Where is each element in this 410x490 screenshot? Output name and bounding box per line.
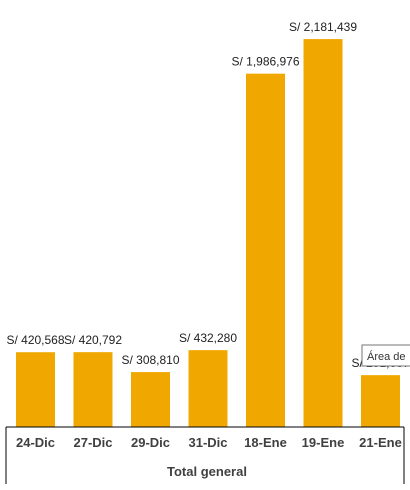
- x-tick-27-Dic[interactable]: 27-Dic: [73, 435, 112, 450]
- data-label-31-Dic: S/ 432,280: [179, 331, 237, 345]
- bar-19-Ene[interactable]: [303, 39, 343, 427]
- bars-layer: [16, 39, 400, 428]
- x-tick-24-Dic[interactable]: 24-Dic: [16, 435, 55, 450]
- data-label-27-Dic: S/ 420,792: [64, 333, 122, 347]
- x-tick-labels: 24-Dic 27-Dic 29-Dic 31-Dic 18-Ene 19-Ene 21-E…: [16, 435, 402, 450]
- bar-27-Dic[interactable]: [73, 352, 113, 427]
- tooltip-text: Área de: [367, 350, 406, 363]
- data-label-29-Dic: S/ 308,810: [121, 353, 179, 367]
- bar-18-Ene[interactable]: [246, 73, 285, 428]
- data-label-24-Dic: S/ 420,568: [6, 333, 64, 347]
- bar-29-Dic[interactable]: [131, 372, 170, 427]
- data-label-19-Ene: S/ 2,181,439: [289, 20, 357, 34]
- tooltip: Área de: [361, 344, 410, 367]
- bar-31-Dic[interactable]: [188, 350, 228, 427]
- x-tick-29-Dic[interactable]: 29-Dic: [131, 435, 170, 450]
- bar-21-Ene[interactable]: [361, 375, 400, 427]
- data-label-18-Ene: S/ 1,986,976: [231, 55, 299, 69]
- bar-24-Dic[interactable]: [16, 352, 55, 427]
- x-tick-19-Ene[interactable]: 19-Ene: [302, 435, 345, 450]
- x-axis-field-label[interactable]: Total general: [167, 464, 247, 479]
- tooltip-box: [361, 344, 410, 367]
- x-tick-21-Ene[interactable]: 21-Ene: [359, 435, 402, 450]
- x-tick-18-Ene[interactable]: 18-Ene: [244, 435, 287, 450]
- x-tick-31-Dic[interactable]: 31-Dic: [188, 435, 227, 450]
